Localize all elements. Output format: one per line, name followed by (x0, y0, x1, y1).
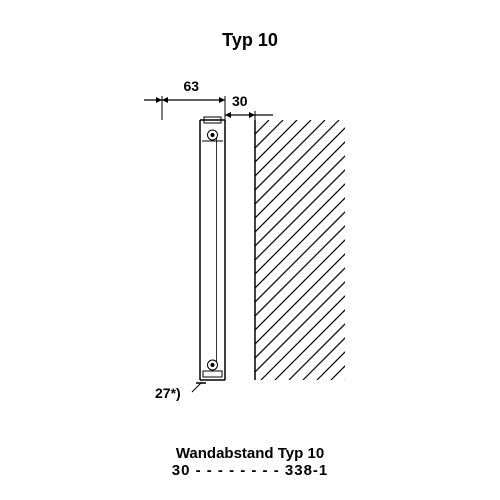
caption-line-1: Wandabstand Typ 10 (0, 445, 500, 462)
dimension-63: 63 (184, 78, 200, 94)
caption-line-2: 30 - - - - - - - - 338-1 (0, 462, 500, 479)
technical-drawing (0, 0, 500, 500)
diagram-title: Typ 10 (0, 30, 500, 51)
dimension-27: 27*) (155, 385, 181, 401)
dimension-30: 30 (232, 93, 248, 109)
